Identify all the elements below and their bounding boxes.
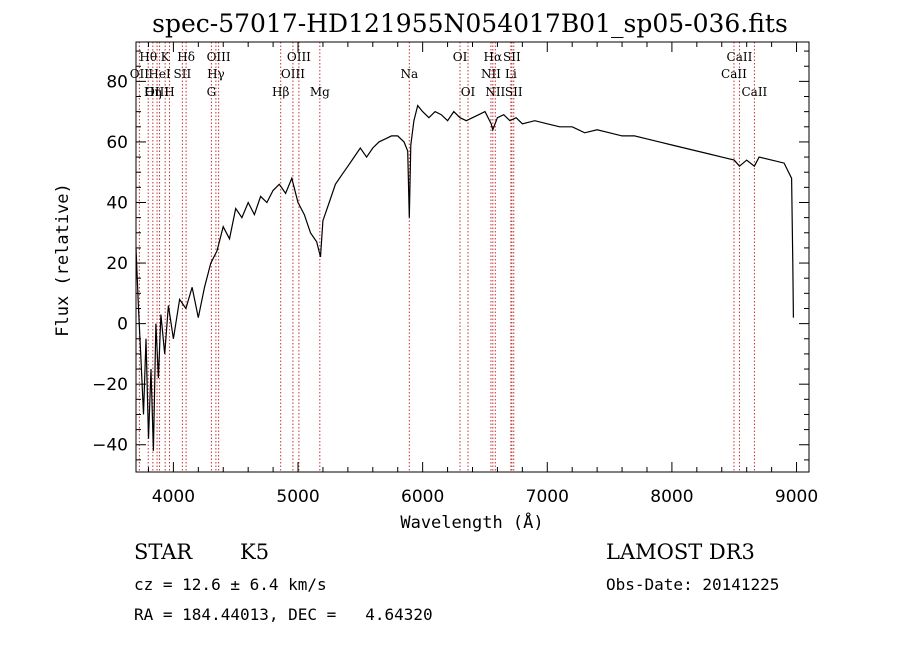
x-tick-label-4: 8000 <box>650 487 693 507</box>
line-marker-label-3: OII <box>130 67 150 81</box>
object-subclass: K5 <box>240 540 269 564</box>
line-marker-label-13: OIII <box>281 67 305 81</box>
line-marker-label-11: G <box>207 85 217 99</box>
line-marker-label-25: CaII <box>727 50 753 64</box>
x-tick-label-0: 4000 <box>152 487 195 507</box>
line-marker-label-17: OI <box>453 50 468 64</box>
line-marker-label-1: K <box>161 50 171 64</box>
x-tick-label-3: 7000 <box>526 487 569 507</box>
line-marker-label-10: Hγ <box>207 67 225 81</box>
y-tick-label-4: 40 <box>106 193 128 213</box>
y-tick-label-2: 0 <box>117 315 128 335</box>
line-marker-label-8: H <box>164 85 174 99</box>
line-marker-label-7: Hη <box>144 85 162 99</box>
spectrum-line <box>135 104 794 451</box>
x-axis: 4000 5000 6000 7000 8000 9000 <box>147 42 818 507</box>
line-marker-label-23: NII <box>485 85 505 99</box>
line-marker-label-4: HeI <box>148 67 171 81</box>
x-tick-label-2: 6000 <box>401 487 444 507</box>
coordinates-info: RA = 184.44013, DEC = 4.64320 <box>134 605 433 624</box>
y-tick-label-6: 80 <box>106 72 128 92</box>
line-marker-label-18: OI <box>461 85 476 99</box>
line-marker-label-5: SII <box>174 67 192 81</box>
line-marker-label-27: CaII <box>741 85 767 99</box>
x-axis-label: Wavelength (Å) <box>400 511 543 533</box>
y-tick-label-3: 20 <box>106 254 128 274</box>
line-marker-label-12: OIII <box>287 50 311 64</box>
y-axis: −40 −20 0 20 40 60 80 <box>92 50 809 461</box>
line-marker-label-0: Hθ <box>139 50 157 64</box>
observation-date: Obs-Date: 20141225 <box>606 575 779 594</box>
object-class: STAR <box>134 540 193 564</box>
redshift-info: cz = 12.6 ± 6.4 km/s <box>134 575 327 594</box>
plot-frame <box>135 41 810 473</box>
line-marker-label-21: NII <box>481 67 501 81</box>
y-axis-label: Flux (relative) <box>53 183 73 337</box>
line-marker-label-6: OIII <box>145 85 169 99</box>
line-marker-label-2: Hδ <box>177 50 195 64</box>
line-marker-label-26: CaII <box>721 67 747 81</box>
line-marker-label-19: Hα <box>484 50 503 64</box>
chart-title: spec-57017-HD121955N054017B01_sp05-036.f… <box>152 9 788 38</box>
line-marker-label-15: Mg <box>310 85 330 99</box>
line-marker-label-16: Na <box>400 67 418 81</box>
line-marker-label-9: OIII <box>207 50 231 64</box>
line-marker-label-24: SII <box>505 85 523 99</box>
line-markers <box>138 42 755 472</box>
survey-label: LAMOST DR3 <box>606 540 755 564</box>
y-tick-label-1: −20 <box>92 375 128 395</box>
x-tick-label-1: 5000 <box>276 487 319 507</box>
x-tick-label-5: 9000 <box>775 487 818 507</box>
line-marker-label-14: Hβ <box>272 85 289 99</box>
line-marker-label-22: Li <box>505 67 517 81</box>
y-tick-label-0: −40 <box>92 436 128 456</box>
y-tick-label-5: 60 <box>106 133 128 153</box>
line-marker-label-20: SII <box>503 50 521 64</box>
